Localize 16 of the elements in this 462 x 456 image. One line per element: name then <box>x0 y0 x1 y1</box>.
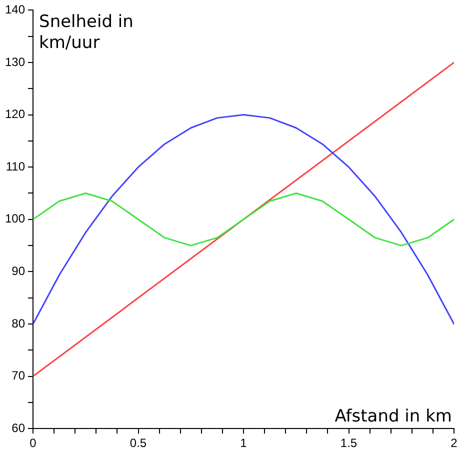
y-tick-label: 70 <box>12 368 26 383</box>
y-tick-label: 130 <box>4 54 26 69</box>
y-tick-label: 100 <box>4 212 26 226</box>
y-tick-label: 90 <box>12 264 26 278</box>
y-tick-label: 140 <box>4 2 26 17</box>
y-tick-label: 120 <box>4 107 26 122</box>
x-tick-label: 2 <box>450 436 458 450</box>
y-tick-label: 60 <box>12 420 26 435</box>
x-tick-label: 1 <box>240 436 248 450</box>
y-tick-label: 80 <box>12 316 26 330</box>
y-axis-title: Snelheid in km/uur <box>39 12 134 54</box>
x-tick-label: 1.5 <box>340 436 358 450</box>
x-tick-label: 0 <box>30 436 37 450</box>
y-tick-label: 110 <box>6 159 26 174</box>
x-axis-title: Afstand in km <box>334 406 452 427</box>
x-tick-label: 0.5 <box>130 436 147 450</box>
